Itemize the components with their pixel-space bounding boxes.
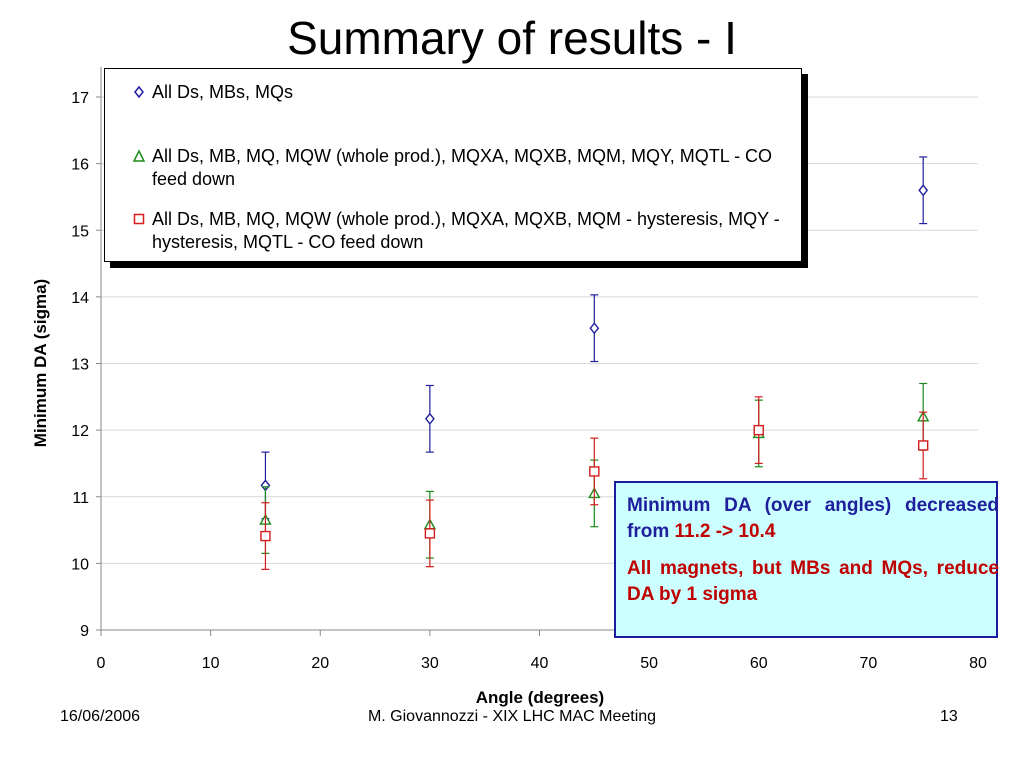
chart-marks: [259, 156, 930, 570]
legend-label: All Ds, MB, MQ, MQW (whole prod.), MQXA,…: [152, 146, 773, 189]
y-tick-label: 14: [71, 290, 89, 307]
chart-ticks: 9 10 11 12 13 14 15 16 17 0 10 20 30 40 50 60 70 80: [71, 90, 987, 672]
y-tick-label: 9: [80, 623, 89, 640]
footer-date: 16/06/2006: [60, 708, 141, 725]
slide-title: Summary of results - I: [287, 12, 737, 64]
data-point-square: [260, 530, 271, 542]
y-tick-label: 15: [71, 223, 89, 240]
y-tick-label: 12: [71, 423, 89, 440]
x-tick-label: 20: [311, 655, 329, 672]
y-tick-label: 10: [71, 556, 89, 573]
square-marker-icon: [133, 213, 145, 225]
data-point-square: [753, 424, 764, 436]
y-tick-label: 16: [71, 157, 89, 174]
x-tick-label: 10: [202, 655, 220, 672]
legend-label: All Ds, MB, MQ, MQW (whole prod.), MQXA,…: [152, 209, 780, 252]
footer-page-number: 13: [940, 708, 958, 725]
x-tick-label: 40: [531, 655, 549, 672]
y-tick-label: 11: [72, 490, 89, 507]
data-point-square: [917, 440, 929, 451]
y-axis-label: Minimum DA (sigma): [31, 279, 50, 447]
x-tick-label: 60: [750, 655, 768, 672]
triangle-marker-icon: [132, 149, 146, 162]
legend-label: All Ds, MBs, MQs: [152, 82, 294, 102]
note-line-1: Minimum DA (over angles) decreased from …: [627, 493, 999, 545]
footer-presenter: M. Giovannozzi - XIX LHC MAC Meeting: [367, 708, 657, 725]
note-text-blue: Minimum DA (over angles) decreased from: [627, 495, 999, 542]
x-axis-label: Angle (degrees): [476, 688, 604, 707]
x-tick-label: 0: [97, 655, 106, 672]
y-tick-label: 17: [71, 90, 89, 107]
data-point-square: [589, 466, 600, 477]
x-tick-label: 30: [421, 655, 439, 672]
series-3: [260, 396, 929, 570]
note-line-2: All magnets, but MBs and MQs, reduce DA …: [627, 558, 999, 605]
data-point-diamond: [918, 184, 929, 197]
y-tick-label: 13: [71, 357, 89, 374]
x-tick-label: 70: [859, 655, 877, 672]
x-tick-label: 80: [969, 655, 987, 672]
data-point-square: [424, 528, 436, 539]
diamond-marker-icon: [134, 85, 144, 99]
x-tick-label: 50: [640, 655, 658, 672]
note-text-red: 11.2 -> 10.4: [674, 521, 776, 542]
data-point-diamond: [589, 322, 600, 335]
chart-legend: All Ds, MBs, MQs All Ds, MB, MQ, MQW (wh…: [104, 68, 802, 262]
summary-note-box: Minimum DA (over angles) decreased from …: [614, 481, 999, 638]
data-point-diamond: [424, 412, 435, 425]
